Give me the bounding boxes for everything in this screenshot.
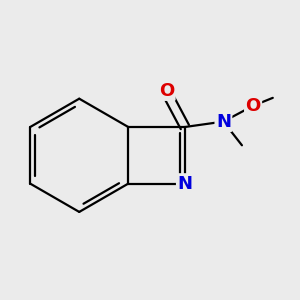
Text: O: O (159, 82, 174, 100)
Text: O: O (245, 97, 261, 115)
Text: N: N (216, 112, 231, 130)
Text: N: N (177, 175, 192, 193)
